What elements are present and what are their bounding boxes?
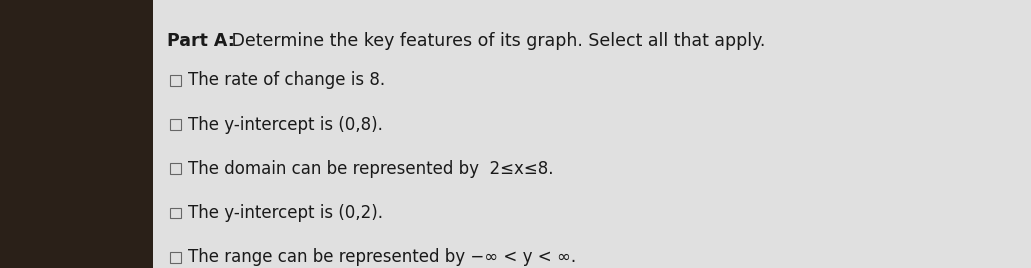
Bar (170, 163, 180, 174)
Bar (170, 252, 180, 263)
Bar (153, 0, 1031, 268)
Bar (170, 75, 180, 86)
Bar (170, 208, 180, 218)
Text: The domain can be represented by  2≤x≤8.: The domain can be represented by 2≤x≤8. (188, 160, 554, 178)
Text: The rate of change is 8.: The rate of change is 8. (188, 71, 385, 90)
Text: The range can be represented by −∞ < y < ∞.: The range can be represented by −∞ < y <… (188, 248, 575, 266)
Text: The y-intercept is (0,2).: The y-intercept is (0,2). (188, 204, 383, 222)
Text: Part A:: Part A: (167, 32, 235, 50)
Bar (0, 0, 153, 268)
Text: The y-intercept is (0,8).: The y-intercept is (0,8). (188, 116, 383, 134)
Bar (170, 119, 180, 130)
Text: Determine the key features of its graph. Select all that apply.: Determine the key features of its graph.… (226, 32, 765, 50)
